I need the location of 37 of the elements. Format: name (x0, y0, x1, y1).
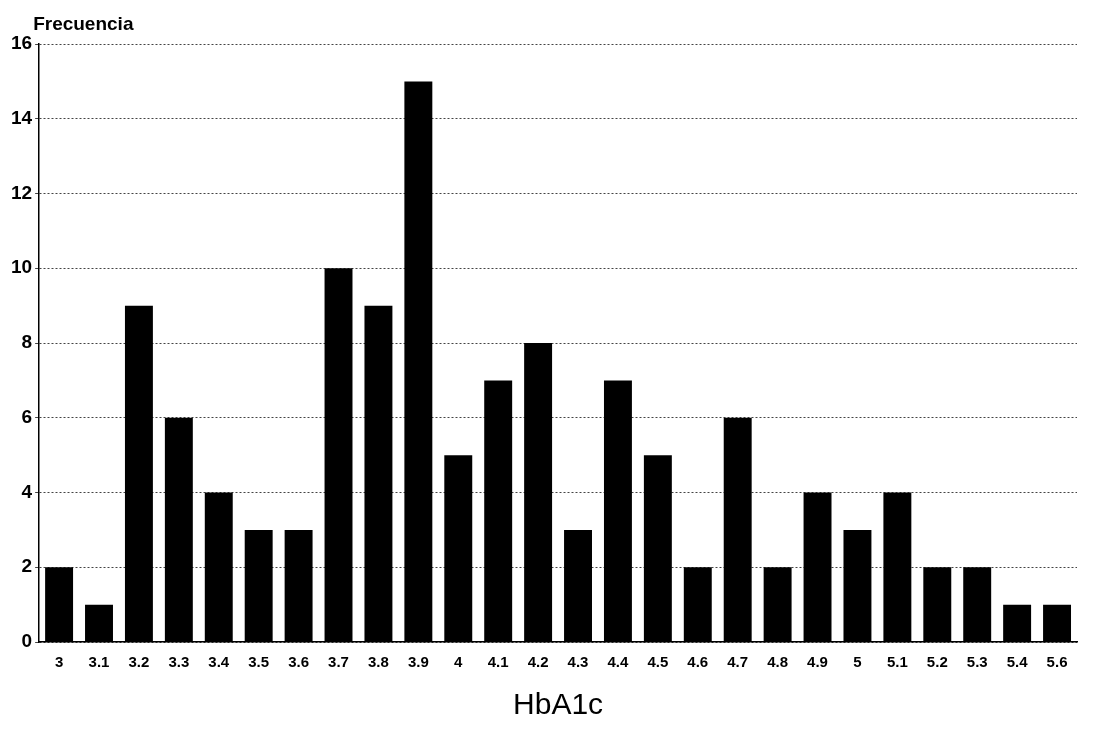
x-tick-label: 4.3 (567, 653, 589, 671)
x-tick-label: 5.1 (886, 653, 908, 671)
y-axis-title: Frecuencia (33, 12, 134, 34)
x-tick-label: 4.4 (607, 653, 630, 671)
x-tick-label: 3.7 (328, 653, 349, 671)
x-tick-label: 4.1 (487, 653, 509, 671)
x-tick-label: 5.2 (926, 653, 948, 671)
x-tick-label: 3 (54, 653, 64, 671)
x-tick-label: 5 (853, 653, 862, 671)
x-tick-label: 3.3 (168, 653, 190, 671)
x-tick-label: 3.5 (248, 653, 270, 671)
y-tick-label: 12 (10, 181, 33, 203)
x-tick-label: 3.6 (288, 653, 310, 671)
x-tick-label: 4.6 (687, 653, 709, 671)
y-tick-label: 14 (10, 106, 33, 128)
y-tick-label: 0 (21, 630, 33, 652)
x-tick-label: 3.8 (368, 653, 389, 671)
x-tick-label: 3.2 (128, 653, 150, 671)
y-tick-label: 8 (21, 331, 33, 353)
x-tick-label: 5.3 (966, 653, 988, 671)
x-tick-label: 4.9 (807, 653, 828, 671)
y-tick-label: 2 (21, 555, 33, 577)
x-tick-label: 3.1 (88, 653, 110, 671)
x-axis-title: HbA1c (513, 687, 604, 721)
x-tick-label: 3.4 (208, 653, 230, 671)
x-tick-label: 5.6 (1046, 653, 1068, 671)
x-tick-label: 5.4 (1006, 653, 1029, 671)
x-tick-label: 3.9 (407, 653, 429, 671)
x-tick-label: 4.8 (767, 653, 789, 671)
y-tick-label: 4 (21, 480, 33, 502)
y-tick-label: 6 (21, 405, 33, 427)
x-tick-label: 4.5 (647, 653, 669, 671)
x-tick-label: 4 (454, 653, 464, 671)
y-tick-label: 16 (10, 32, 33, 54)
y-tick-label: 10 (10, 256, 33, 278)
x-tick-label: 4.2 (527, 653, 549, 671)
x-tick-label: 4.7 (727, 653, 749, 671)
